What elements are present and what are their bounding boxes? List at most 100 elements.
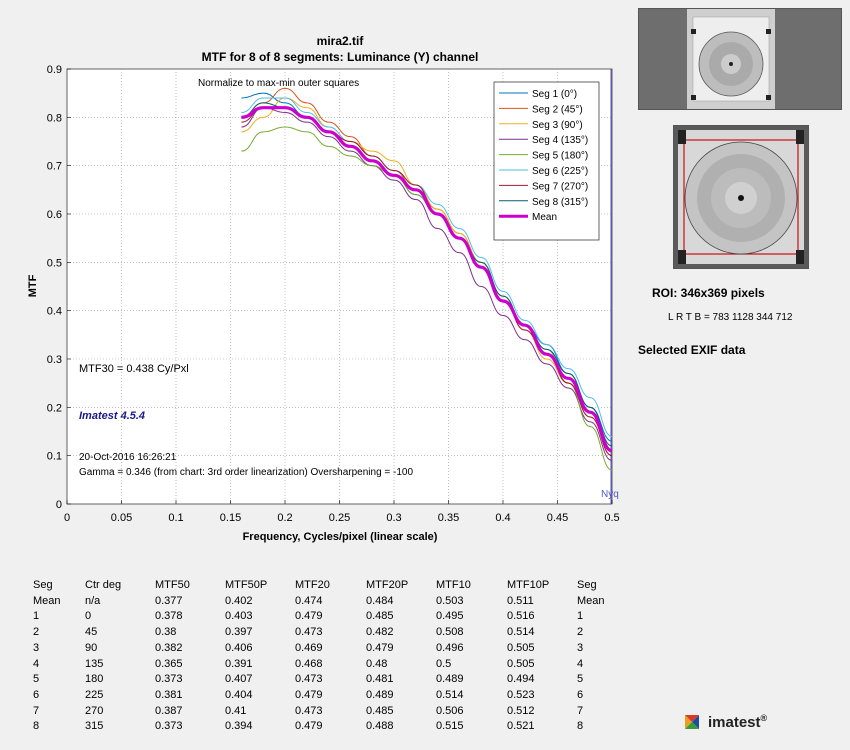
table-cell: 0.397 [225, 626, 253, 639]
table-cell: 0.485 [366, 610, 394, 623]
table-cell: 0.404 [225, 688, 253, 701]
table-cell: 0.407 [225, 673, 253, 686]
legend-entry: Seg 6 (225°) [532, 166, 588, 177]
table-cell: 0.496 [436, 641, 464, 654]
y-tick-label: 0.8 [47, 112, 62, 124]
table-cell: 0.387 [155, 704, 183, 717]
legend: Seg 1 (0°) Seg 2 (45°) Seg 3 (90°) Seg 4 (1… [499, 89, 588, 223]
table-cell: 0.48 [366, 657, 388, 670]
table-cell: 0.489 [436, 673, 464, 686]
table-cell: Ctr deg [85, 579, 122, 591]
table-cell: 0.406 [225, 641, 253, 654]
segment-series-line [241, 97, 613, 457]
table-cell: 3 [577, 641, 584, 654]
date-annotation: 20-Oct-2016 16:26:21 [79, 452, 177, 463]
table-cell: 90 [85, 641, 98, 654]
table-cell: 0.381 [155, 688, 183, 701]
chart-title-line2: MTF for 8 of 8 segments: Luminance (Y) c… [202, 50, 479, 64]
roi-thumbnail [673, 125, 809, 269]
table-cell: 4 [577, 657, 584, 670]
legend-entry: Seg 2 (45°) [532, 104, 583, 115]
x-tick-label: 0.4 [495, 512, 510, 524]
table-cell: 0.514 [507, 626, 535, 639]
normalize-note: Normalize to max-min outer squares [198, 78, 359, 89]
segment-series-line [241, 97, 613, 437]
table-cell: 0.365 [155, 657, 183, 670]
table-cell: 0.505 [507, 641, 535, 654]
table-cell: 0.479 [366, 641, 394, 654]
table-row: Mean n/a 0.377 0.402 0.474 0.484 0.503 0.511 Mea… [33, 594, 627, 610]
table-cell: 0.378 [155, 610, 183, 623]
table-cell: 0.488 [366, 720, 394, 733]
full-image-thumbnail [638, 8, 842, 110]
table-cell: 5 [33, 673, 40, 686]
x-tick-label: 0.3 [386, 512, 401, 524]
table-cell: 1 [33, 610, 40, 623]
y-axis-label: MTF [27, 274, 39, 297]
x-tick-label: 0.1 [168, 512, 183, 524]
roi-label: ROI: 346x369 pixels [652, 286, 765, 300]
y-tick-label: 0.2 [47, 402, 62, 414]
legend-entry: Seg 7 (270°) [532, 181, 588, 192]
table-cell: 180 [85, 673, 104, 686]
y-tick-label: 0.9 [47, 64, 62, 76]
table-cell: 6 [577, 688, 584, 701]
x-tick-label: 0.05 [111, 512, 132, 524]
legend-entry: Seg 5 (180°) [532, 151, 588, 162]
table-cell: MTF10 [436, 579, 471, 591]
series-lines [241, 87, 613, 471]
table-cell: 0.523 [507, 688, 535, 701]
table-cell: 0.482 [366, 626, 394, 639]
table-cell: 315 [85, 720, 104, 733]
legend-entry: Seg 4 (135°) [532, 135, 588, 146]
y-tick-label: 0.4 [47, 306, 62, 318]
table-cell: 0.373 [155, 673, 183, 686]
x-tick-label: 0.15 [220, 512, 241, 524]
table-cell: 0.402 [225, 594, 253, 607]
imatest-logo-text: imatest® [708, 713, 768, 731]
table-cell: 270 [85, 704, 104, 717]
table-cell: Mean [33, 594, 61, 607]
table-cell: 0.473 [295, 673, 323, 686]
table-cell: 0.512 [507, 704, 535, 717]
right-panel [630, 0, 850, 370]
y-tick-label: 0.7 [47, 161, 62, 173]
table-cell: MTF10P [507, 579, 550, 591]
table-cell: 0.394 [225, 720, 253, 733]
table-cell: 0.391 [225, 657, 253, 670]
table-cell: 0.474 [295, 594, 323, 607]
table-cell: 0.508 [436, 626, 464, 639]
table-cell: 8 [33, 720, 40, 733]
table-cell: 0.481 [366, 673, 394, 686]
table-cell: 0.485 [366, 704, 394, 717]
y-tick-labels: 0 0.1 0.2 0.3 0.4 0.5 0.6 0.7 0.8 0.9 [47, 64, 62, 511]
table-cell: 1 [577, 610, 584, 623]
table-cell: 4 [33, 657, 40, 670]
table-cell: MTF20 [295, 579, 330, 591]
table-cell: 0.382 [155, 641, 183, 654]
x-tick-label: 0 [64, 512, 70, 524]
legend-entry: Mean [532, 212, 557, 223]
table-row: 1 0 0.378 0.403 0.479 0.485 0.495 0.516 1 [33, 609, 627, 625]
table-cell: 7 [33, 704, 40, 717]
table-row: 2 45 0.38 0.397 0.473 0.482 0.508 0.514 2 [33, 625, 627, 641]
table-cell: 2 [33, 626, 40, 639]
mtf30-annotation: MTF30 = 0.438 Cy/Pxl [79, 363, 189, 375]
x-tick-label: 0.25 [329, 512, 350, 524]
table-cell: 0.473 [295, 626, 323, 639]
table-cell: 0.511 [507, 594, 534, 607]
gamma-annotation: Gamma = 0.346 (from chart: 3rd order lin… [79, 467, 413, 478]
x-tick-label: 0.35 [438, 512, 459, 524]
chart-title-line1: mira2.tif [317, 34, 365, 48]
table-cell: 0.473 [295, 704, 323, 717]
table-cell: 0.516 [507, 610, 535, 623]
x-axis-label: Frequency, Cycles/pixel (linear scale) [243, 531, 438, 543]
table-cell: 135 [85, 657, 104, 670]
table-cell: 7 [577, 704, 584, 717]
table-cell: 0.5 [436, 657, 452, 670]
table-cell: 2 [577, 626, 584, 639]
results-table: Seg Ctr deg MTF50 MTF50P MTF20 MTF20P MTF10 MTF… [33, 578, 627, 735]
legend-entry: Seg 8 (315°) [532, 197, 588, 208]
x-tick-label: 0.5 [604, 512, 619, 524]
legend-entry: Seg 1 (0°) [532, 89, 577, 100]
